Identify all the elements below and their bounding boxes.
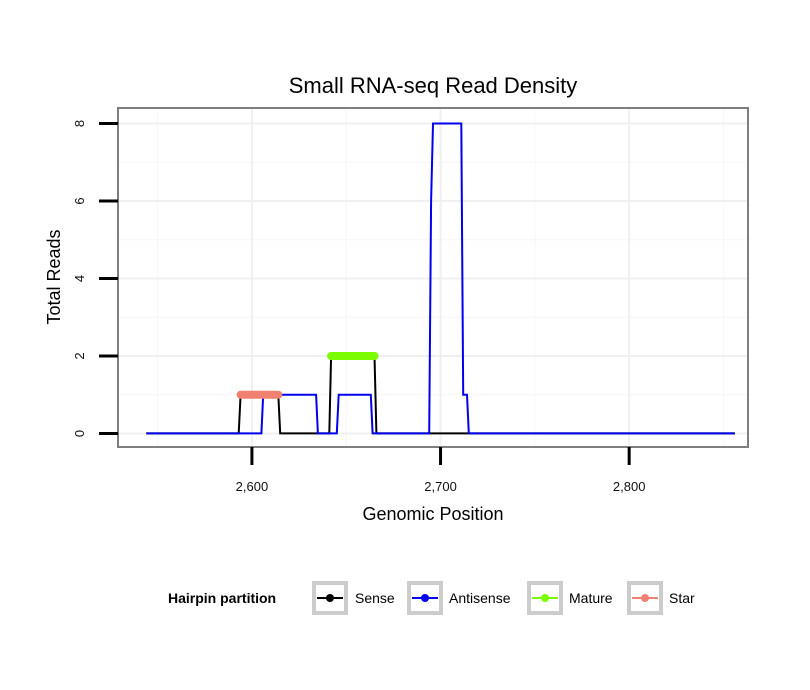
legend-label-sense: Sense xyxy=(355,590,395,606)
legend-key-point xyxy=(541,594,549,602)
legend-key-sense xyxy=(312,581,348,615)
y-tick-label: 4 xyxy=(72,275,87,282)
grid xyxy=(118,108,748,447)
legend-label-star: Star xyxy=(669,590,695,606)
legend-key-antisense xyxy=(407,581,443,615)
series-antisense-line xyxy=(146,122,735,435)
x-axis-title: Genomic Position xyxy=(362,504,503,524)
y-tick-label: 0 xyxy=(72,430,87,437)
legend-title: Hairpin partition xyxy=(168,590,276,606)
series-sense-line xyxy=(146,355,735,435)
legend: Hairpin partition Sense Antisense Mature St… xyxy=(168,581,695,615)
chart-title: Small RNA-seq Read Density xyxy=(289,73,578,98)
x-tick-label: 2,600 xyxy=(236,479,269,494)
legend-key-star xyxy=(627,581,663,615)
x-axis: 2,600 2,700 2,800 xyxy=(236,447,646,494)
y-axis: 0 2 4 6 8 xyxy=(72,120,118,437)
y-tick-label: 2 xyxy=(72,352,87,359)
legend-key-point xyxy=(421,594,429,602)
legend-key-mature xyxy=(527,581,563,615)
legend-label-mature: Mature xyxy=(569,590,613,606)
x-tick-label: 2,700 xyxy=(424,479,457,494)
y-tick-label: 8 xyxy=(72,120,87,127)
legend-key-point xyxy=(326,594,334,602)
y-axis-title: Total Reads xyxy=(44,229,64,324)
series-lines xyxy=(146,122,735,435)
y-tick-label: 6 xyxy=(72,197,87,204)
x-tick-label: 2,800 xyxy=(613,479,646,494)
legend-label-antisense: Antisense xyxy=(449,590,511,606)
legend-key-point xyxy=(641,594,649,602)
